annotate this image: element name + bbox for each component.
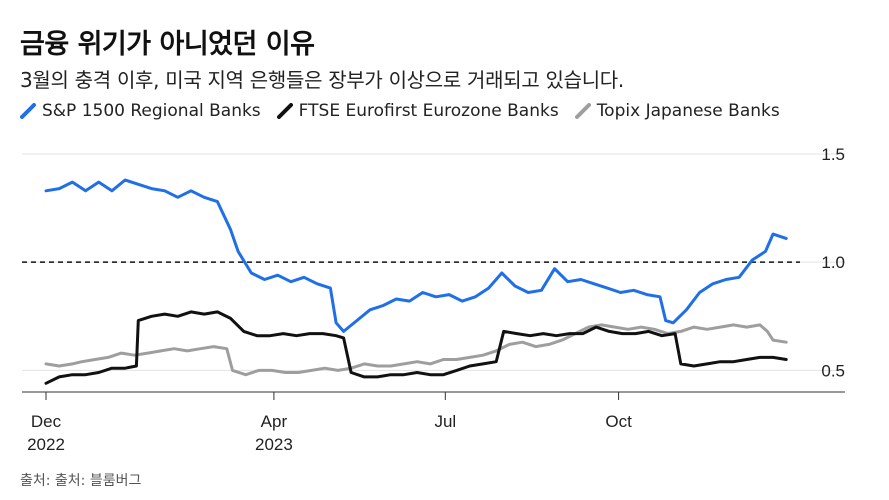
chart-subtitle: 3월의 충격 이후, 미국 지역 은행들은 장부가 이상으로 거래되고 있습니다… [20, 68, 624, 92]
x-tick-label: Dec [31, 412, 62, 431]
chart-legend: S&P 1500 Regional Banks FTSE Eurofirst E… [20, 100, 796, 122]
legend-label-sp1500: S&P 1500 Regional Banks [42, 101, 261, 121]
x-tick-sublabel: 2023 [255, 435, 293, 454]
x-tick-label: Oct [605, 412, 632, 431]
legend-swatch-topix [574, 103, 591, 119]
legend-swatch-ftse [276, 103, 293, 119]
y-tick-label: 1.0 [821, 253, 845, 272]
series-line-ftse [44, 310, 788, 385]
x-tick-label: Apr [261, 412, 288, 431]
legend-item-sp1500: S&P 1500 Regional Banks [20, 101, 261, 121]
y-tick-label: 1.5 [821, 145, 845, 164]
y-tick-label: 0.5 [821, 361, 845, 380]
legend-label-topix: Topix Japanese Banks [596, 101, 780, 121]
legend-item-topix: Topix Japanese Banks [574, 101, 780, 121]
series-line-sp1500 [44, 178, 788, 333]
x-tick-label: Jul [434, 412, 456, 431]
legend-label-ftse: FTSE Eurofirst Eurozone Banks [298, 101, 559, 121]
x-tick-sublabel: 2022 [27, 435, 65, 454]
legend-item-ftse: FTSE Eurofirst Eurozone Banks [276, 101, 559, 121]
legend-swatch-sp1500 [20, 103, 36, 119]
source-note: 출처: 출처: 블룸버그 [20, 473, 142, 489]
chart-title: 금융 위기가 아니었던 이유 [20, 29, 315, 60]
